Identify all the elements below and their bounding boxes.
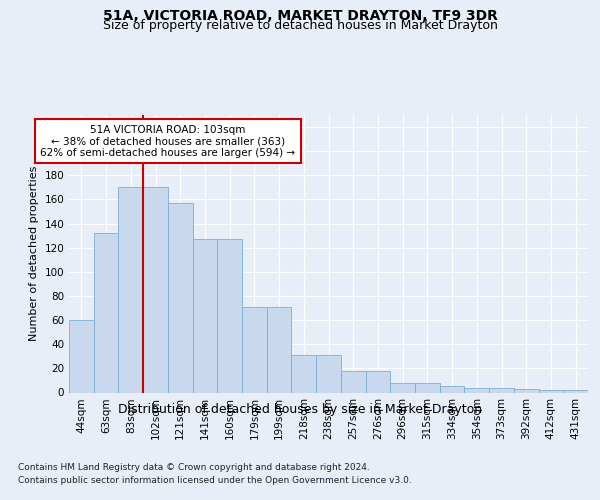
Bar	[193, 240, 217, 392]
Bar	[489, 388, 514, 392]
Text: Size of property relative to detached houses in Market Drayton: Size of property relative to detached ho…	[103, 19, 497, 32]
Text: Distribution of detached houses by size in Market Drayton: Distribution of detached houses by size …	[118, 402, 482, 415]
Bar	[514, 389, 539, 392]
Bar	[242, 307, 267, 392]
Bar	[365, 371, 390, 392]
Bar	[415, 383, 440, 392]
Bar	[316, 355, 341, 393]
Bar	[143, 188, 168, 392]
Bar	[292, 355, 316, 393]
Bar	[563, 390, 588, 392]
Bar	[267, 307, 292, 392]
Text: 51A VICTORIA ROAD: 103sqm
← 38% of detached houses are smaller (363)
62% of semi: 51A VICTORIA ROAD: 103sqm ← 38% of detac…	[40, 124, 295, 158]
Bar	[118, 188, 143, 392]
Bar	[440, 386, 464, 392]
Bar	[539, 390, 563, 392]
Bar	[341, 371, 365, 392]
Bar	[94, 233, 118, 392]
Bar	[217, 240, 242, 392]
Text: 51A, VICTORIA ROAD, MARKET DRAYTON, TF9 3DR: 51A, VICTORIA ROAD, MARKET DRAYTON, TF9 …	[103, 9, 497, 23]
Y-axis label: Number of detached properties: Number of detached properties	[29, 166, 39, 342]
Bar	[69, 320, 94, 392]
Text: Contains HM Land Registry data © Crown copyright and database right 2024.: Contains HM Land Registry data © Crown c…	[18, 462, 370, 471]
Bar	[390, 383, 415, 392]
Text: Contains public sector information licensed under the Open Government Licence v3: Contains public sector information licen…	[18, 476, 412, 485]
Bar	[464, 388, 489, 392]
Bar	[168, 203, 193, 392]
